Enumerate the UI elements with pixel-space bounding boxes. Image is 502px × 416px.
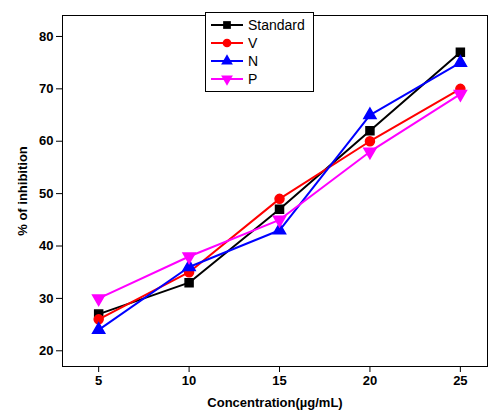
html-text:P: P [248,71,258,87]
svg-text:5: 5 [95,373,102,388]
svg-text:10: 10 [182,373,196,388]
svg-text:30: 30 [39,291,53,306]
html-text:V: V [248,35,258,51]
svg-text:60: 60 [39,133,53,148]
html-text:N: N [248,53,259,69]
html-text:Standard: Standard [248,17,305,33]
svg-text:Concentration(µg/mL): Concentration(µg/mL) [207,395,342,410]
svg-text:20: 20 [39,343,53,358]
svg-text:15: 15 [272,373,286,388]
svg-text:25: 25 [453,373,467,388]
svg-text:70: 70 [39,81,53,96]
svg-text:% of inhibition: % of inhibition [15,146,30,236]
svg-text:20: 20 [363,373,377,388]
svg-text:40: 40 [39,238,53,253]
svg-text:50: 50 [39,186,53,201]
svg-text:80: 80 [39,29,53,44]
